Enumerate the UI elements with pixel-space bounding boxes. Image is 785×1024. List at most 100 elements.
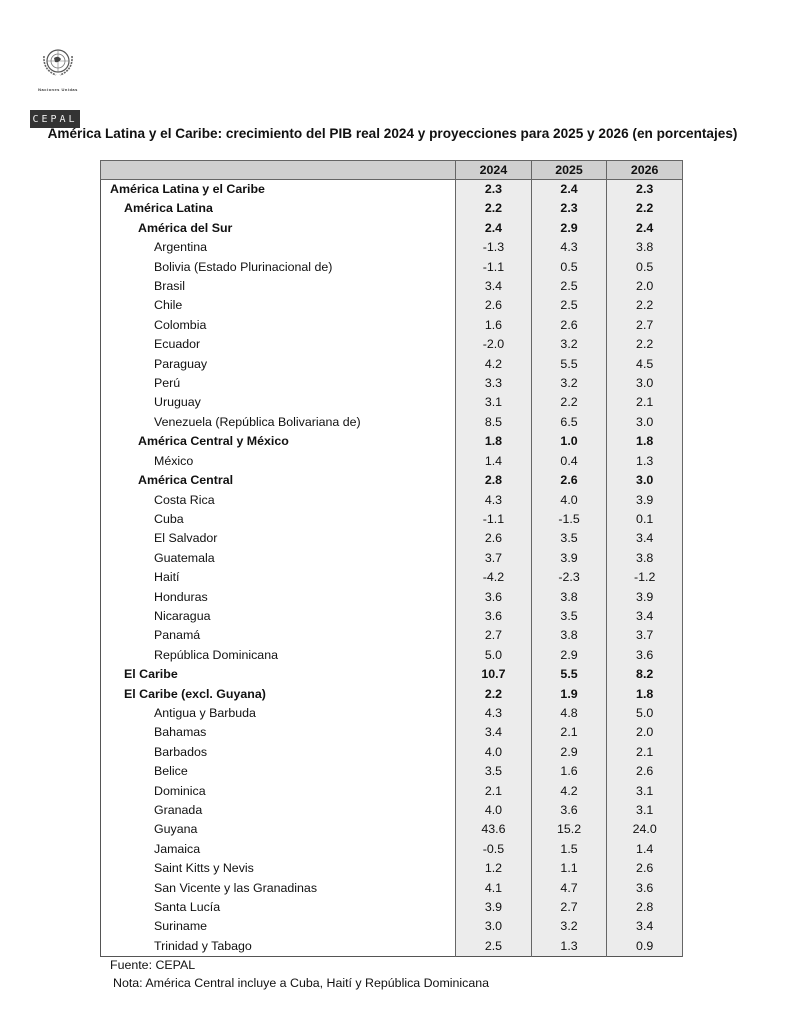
- table-row: Chile 2.6 2.5 2.2: [101, 296, 683, 316]
- value-2025: 1.6: [530, 762, 608, 782]
- value-2026: 3.0: [606, 374, 683, 394]
- table-row: Granada 4.0 3.6 3.1: [101, 801, 683, 821]
- table-row: México 1.4 0.4 1.3: [101, 451, 683, 472]
- logo-org: Naciones Unidas: [38, 87, 78, 92]
- value-2024: 2.5: [455, 936, 532, 957]
- row-label: Suriname: [154, 919, 208, 934]
- table-row: América Latina y el Caribe 2.3 2.4 2.3: [101, 179, 683, 200]
- value-2024: 4.3: [455, 490, 532, 510]
- value-2024: -2.0: [455, 335, 532, 355]
- value-2026: 3.9: [606, 490, 683, 510]
- value-2025: 3.8: [530, 587, 608, 607]
- value-2025: 15.2: [530, 820, 608, 840]
- value-2026: 4.5: [606, 354, 683, 375]
- value-2025: 4.2: [530, 781, 608, 801]
- row-label: Guyana: [154, 822, 198, 837]
- table-row: Barbados 4.0 2.9 2.1: [101, 742, 683, 763]
- value-2024: 3.4: [455, 277, 532, 297]
- value-2024: 2.2: [455, 684, 532, 704]
- row-label: San Vicente y las Granadinas: [154, 880, 318, 895]
- value-2026: 2.1: [606, 742, 683, 763]
- value-2026: 2.6: [606, 859, 683, 879]
- un-emblem-icon: [43, 49, 73, 76]
- table-row: Perú 3.3 3.2 3.0: [101, 374, 683, 394]
- value-2025: 1.5: [530, 839, 608, 860]
- cepal-logo: Naciones Unidas CEPAL: [28, 42, 92, 128]
- row-label: América Central: [138, 473, 234, 488]
- row-label: El Salvador: [154, 531, 218, 546]
- footnotes: Fuente: CEPAL Nota: América Central incl…: [110, 956, 489, 992]
- row-label: Barbados: [154, 744, 208, 759]
- value-2025: 5.5: [530, 665, 608, 685]
- value-2024: 2.6: [455, 529, 532, 549]
- gdp-table: 2024 2025 2026 América Latina y el Carib…: [99, 160, 683, 958]
- value-2025: 2.2: [530, 393, 608, 413]
- table-row: Ecuador -2.0 3.2 2.2: [101, 335, 683, 355]
- value-2026: 8.2: [606, 665, 683, 685]
- row-label: América Latina: [124, 201, 213, 216]
- row-label: América Central y México: [138, 434, 289, 449]
- value-2024: 3.6: [455, 587, 532, 607]
- value-2025: 4.7: [530, 878, 608, 899]
- column-header: 2026: [606, 160, 683, 180]
- row-label: Saint Kitts y Nevis: [154, 861, 254, 876]
- value-2025: 2.7: [530, 898, 608, 918]
- row-label: Bahamas: [154, 725, 207, 740]
- value-2024: 4.2: [455, 354, 532, 375]
- value-2026: 2.2: [606, 296, 683, 316]
- value-2025: 3.9: [530, 548, 608, 569]
- value-2025: 0.4: [530, 451, 608, 472]
- row-label: Venezuela (República Bolivariana de): [154, 414, 361, 429]
- table-row: Brasil 3.4 2.5 2.0: [101, 277, 683, 297]
- value-2025: 2.4: [530, 179, 608, 200]
- row-label: Bolivia (Estado Plurinacional de): [154, 259, 333, 274]
- value-2025: 2.3: [530, 199, 608, 219]
- row-label: Nicaragua: [154, 608, 211, 623]
- table-row: América Central y México 1.8 1.0 1.8: [101, 432, 683, 452]
- value-2024: 3.7: [455, 548, 532, 569]
- row-label: Haití: [154, 570, 180, 585]
- table-row: Santa Lucía 3.9 2.7 2.8: [101, 898, 683, 918]
- table-row: Saint Kitts y Nevis 1.2 1.1 2.6: [101, 859, 683, 879]
- value-2024: 4.0: [455, 801, 532, 821]
- value-2024: 3.9: [455, 898, 532, 918]
- value-2024: 2.8: [455, 471, 532, 491]
- value-2026: 2.1: [606, 393, 683, 413]
- header-row: 2024 2025 2026: [99, 160, 683, 180]
- value-2026: 3.7: [606, 626, 683, 646]
- row-label: Antigua y Barbuda: [154, 705, 256, 720]
- value-2024: 3.4: [455, 723, 532, 743]
- value-2025: 3.5: [530, 529, 608, 549]
- value-2026: 2.0: [606, 277, 683, 297]
- table-row: Trinidad y Tabago 2.5 1.3 0.9: [101, 936, 683, 957]
- column-header: 2024: [455, 160, 532, 180]
- value-2026: 2.7: [606, 315, 683, 336]
- value-2026: 2.0: [606, 723, 683, 743]
- value-2026: 0.9: [606, 936, 683, 957]
- value-2025: 6.5: [530, 412, 608, 433]
- table-row: Honduras 3.6 3.8 3.9: [101, 587, 683, 607]
- value-2024: 2.3: [455, 179, 532, 200]
- row-label: Honduras: [154, 589, 208, 604]
- value-2025: 2.6: [530, 471, 608, 491]
- table-row: Belice 3.5 1.6 2.6: [101, 762, 683, 782]
- row-label: Perú: [154, 376, 181, 391]
- table-row: Guyana 43.6 15.2 24.0: [101, 820, 683, 840]
- value-2024: 4.0: [455, 742, 532, 763]
- row-label: Brasil: [154, 279, 185, 294]
- row-label: Panamá: [154, 628, 201, 643]
- row-label: Paraguay: [154, 356, 208, 371]
- value-2026: 2.2: [606, 199, 683, 219]
- value-2026: 2.2: [606, 335, 683, 355]
- row-label: Belice: [154, 764, 188, 779]
- table-row: Uruguay 3.1 2.2 2.1: [101, 393, 683, 413]
- table-row: El Caribe (excl. Guyana) 2.2 1.9 1.8: [101, 684, 683, 704]
- row-label: Chile: [154, 298, 183, 313]
- value-2024: 4.3: [455, 703, 532, 724]
- value-2024: -1.1: [455, 509, 532, 530]
- value-2025: 2.1: [530, 723, 608, 743]
- value-2025: 3.8: [530, 626, 608, 646]
- row-label: Santa Lucía: [154, 900, 221, 915]
- value-2026: 2.8: [606, 898, 683, 918]
- row-label: Cuba: [154, 511, 184, 526]
